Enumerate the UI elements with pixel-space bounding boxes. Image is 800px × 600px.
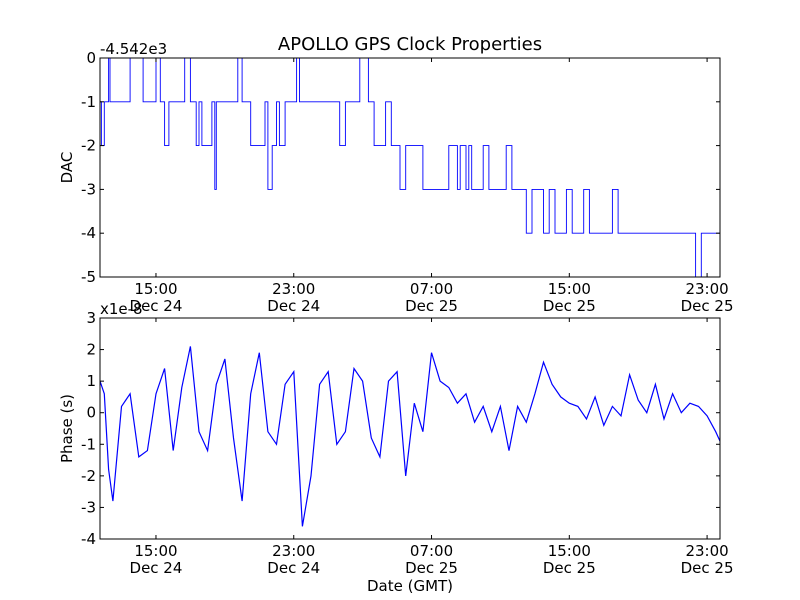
phase-xtick-label-time: 15:00 (548, 542, 591, 560)
dac-series-line-0 (100, 57, 720, 278)
dac-ytick-label: -4 (81, 224, 96, 242)
dac-ytick-label: -1 (81, 93, 96, 111)
phase-axes-frame (99, 317, 721, 540)
phase-xtick-label-time: 23:00 (272, 542, 315, 560)
dac-axes-frame (99, 57, 721, 278)
dac-y-axis-label: DAC (58, 152, 76, 184)
phase-series-line-0 (99, 346, 721, 527)
dac-xtick-label-time: 23:00 (685, 280, 728, 298)
dac-xtick-label-date: Dec 25 (543, 297, 596, 315)
phase-ytick-label: 1 (86, 372, 96, 390)
phase-xtick-label-time: 23:00 (685, 542, 728, 560)
dac-ytick-label: -3 (81, 180, 96, 198)
dac-xtick-label-time: 15:00 (548, 280, 591, 298)
phase-ytick-label: 2 (86, 341, 96, 359)
phase-ytick-label: 3 (86, 309, 96, 327)
dac-xtick-label-time: 15:00 (134, 280, 177, 298)
dac-xtick-label-time: 07:00 (410, 280, 453, 298)
phase-xtick-label-date: Dec 25 (681, 559, 734, 577)
phase-ytick-label: -3 (81, 498, 96, 516)
phase-ytick-label: -1 (81, 435, 96, 453)
chart-title: APOLLO GPS Clock Properties (278, 34, 542, 55)
phase-xtick-label-date: Dec 25 (543, 559, 596, 577)
phase-xtick-label-time: 07:00 (410, 542, 453, 560)
phase-xtick-label-date: Dec 24 (130, 559, 183, 577)
dac-xtick-label-date: Dec 24 (267, 297, 320, 315)
dac-ytick-label: -5 (81, 268, 96, 286)
dac-xtick-label-date: Dec 24 (130, 297, 183, 315)
phase-y-axis-label: Phase (s) (58, 394, 76, 463)
dac-ytick-label: -2 (81, 137, 96, 155)
phase-xtick-label-time: 15:00 (134, 542, 177, 560)
x-axis-label: Date (GMT) (367, 577, 453, 595)
phase-ytick-label: 0 (86, 404, 96, 422)
phase-y-offset-label: x1e-8 (100, 300, 143, 318)
phase-xtick-label-date: Dec 25 (405, 559, 458, 577)
dac-y-offset-label: -4.542e3 (100, 40, 167, 58)
phase-xtick-label-date: Dec 24 (267, 559, 320, 577)
dac-xtick-label-date: Dec 25 (681, 297, 734, 315)
phase-ytick-label: -4 (81, 530, 96, 548)
phase-ytick-label: -2 (81, 467, 96, 485)
dac-xtick-label-time: 23:00 (272, 280, 315, 298)
dac-ytick-label: 0 (86, 49, 96, 67)
dac-xtick-label-date: Dec 25 (405, 297, 458, 315)
